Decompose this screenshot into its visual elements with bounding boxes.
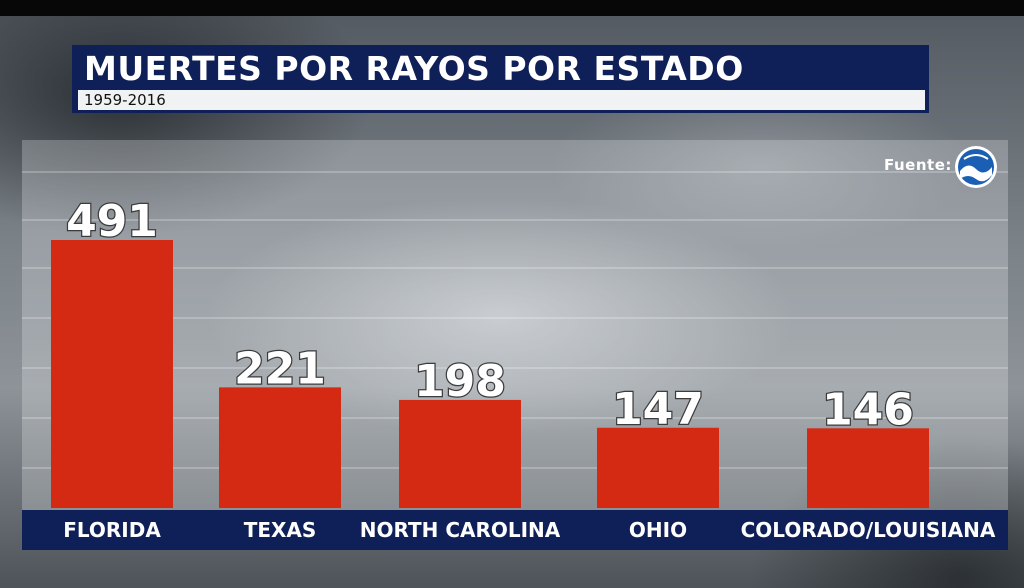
subtitle-banner bbox=[78, 90, 925, 110]
source-label: Fuente: bbox=[884, 156, 952, 174]
top-black-strip bbox=[0, 0, 1024, 16]
bar-north-carolina bbox=[399, 399, 521, 508]
data-label-texas: 221 bbox=[234, 343, 326, 394]
chart-title: MUERTES POR RAYOS POR ESTADO bbox=[84, 49, 744, 88]
data-label-florida: 491 bbox=[66, 196, 158, 247]
category-axis-band bbox=[22, 510, 1008, 550]
bar-florida bbox=[51, 240, 173, 508]
category-label-colorado-louisiana: COLORADO/LOUISIANA bbox=[740, 518, 996, 542]
category-label-north-carolina: NORTH CAROLINA bbox=[359, 518, 561, 542]
data-label-colorado-louisiana: 146 bbox=[822, 384, 914, 435]
data-label-north-carolina: 198 bbox=[414, 356, 506, 407]
category-label-florida: FLORIDA bbox=[63, 518, 161, 542]
category-label-ohio: OHIO bbox=[628, 518, 688, 542]
data-label-ohio: 147 bbox=[612, 384, 704, 435]
chart-subtitle: 1959-2016 bbox=[84, 91, 166, 109]
noaa-logo-icon bbox=[955, 146, 997, 188]
bar-texas bbox=[219, 387, 341, 508]
bar-ohio bbox=[597, 427, 719, 508]
category-label-texas: TEXAS bbox=[243, 518, 317, 542]
bar-colorado-louisiana bbox=[807, 428, 929, 508]
